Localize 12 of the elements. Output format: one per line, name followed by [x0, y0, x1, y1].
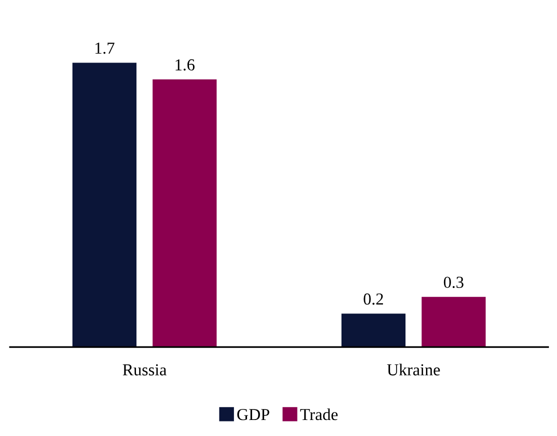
data-label: 0.3	[444, 276, 464, 288]
bar	[341, 314, 406, 348]
data-label: 0.2	[364, 293, 383, 305]
data-label: 1.6	[176, 59, 195, 71]
legend-label: Trade	[300, 408, 338, 420]
bar	[152, 79, 217, 348]
legend-label: GDP	[237, 408, 270, 420]
bar	[422, 296, 486, 348]
data-label: 1.7	[96, 42, 114, 54]
x-tick-label: Ukraine	[387, 364, 440, 376]
x-tick-label: Russia	[122, 364, 167, 376]
bar	[72, 62, 136, 348]
